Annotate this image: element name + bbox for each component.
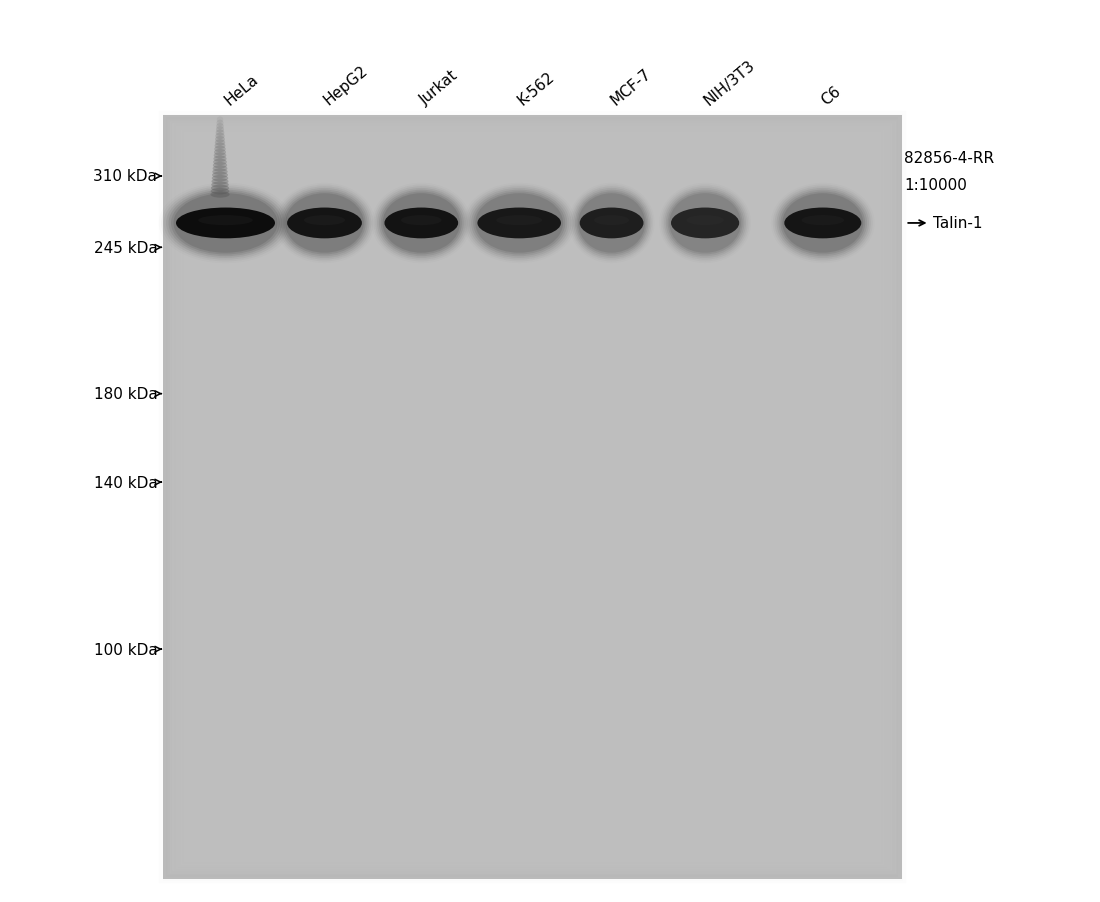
Text: 100 kDa: 100 kDa (94, 642, 157, 657)
Ellipse shape (210, 192, 230, 198)
Ellipse shape (385, 208, 459, 239)
Text: HeLa: HeLa (221, 72, 261, 108)
Ellipse shape (381, 192, 462, 255)
Ellipse shape (576, 192, 647, 255)
Ellipse shape (212, 170, 228, 176)
Ellipse shape (671, 208, 739, 239)
Ellipse shape (211, 179, 229, 186)
Text: 310 kDa: 310 kDa (94, 170, 157, 184)
Ellipse shape (496, 216, 542, 226)
Ellipse shape (686, 216, 724, 226)
Text: 1:10000: 1:10000 (904, 178, 967, 192)
Ellipse shape (402, 216, 441, 226)
Text: Jurkat: Jurkat (417, 69, 461, 108)
Ellipse shape (782, 194, 864, 253)
Text: 180 kDa: 180 kDa (94, 387, 157, 401)
Bar (169, 121, 895, 874)
Ellipse shape (176, 208, 275, 239)
Ellipse shape (579, 194, 645, 253)
Ellipse shape (780, 192, 866, 255)
Ellipse shape (284, 192, 365, 255)
Ellipse shape (168, 190, 283, 257)
Ellipse shape (580, 208, 644, 239)
Ellipse shape (469, 189, 570, 259)
Text: HepG2: HepG2 (320, 63, 370, 108)
Ellipse shape (377, 189, 465, 259)
Ellipse shape (802, 216, 844, 226)
Text: MCF-7: MCF-7 (607, 66, 653, 108)
Bar (163, 115, 902, 879)
Ellipse shape (216, 133, 224, 140)
Ellipse shape (216, 127, 224, 133)
Ellipse shape (473, 192, 565, 255)
Ellipse shape (212, 176, 228, 182)
Text: 82856-4-RR: 82856-4-RR (904, 151, 994, 165)
Text: K-562: K-562 (515, 69, 558, 108)
Ellipse shape (198, 216, 253, 226)
Ellipse shape (217, 121, 223, 127)
Text: NIH/3T3: NIH/3T3 (701, 58, 758, 108)
Text: 140 kDa: 140 kDa (94, 475, 157, 490)
Ellipse shape (214, 143, 225, 150)
Ellipse shape (216, 130, 224, 137)
Ellipse shape (217, 117, 223, 124)
Ellipse shape (212, 172, 228, 179)
Ellipse shape (213, 162, 227, 170)
Ellipse shape (211, 182, 229, 189)
Ellipse shape (471, 190, 568, 257)
Ellipse shape (213, 160, 227, 166)
Bar (163, 115, 902, 879)
Ellipse shape (211, 189, 229, 195)
Text: Talin-1: Talin-1 (933, 216, 982, 231)
Ellipse shape (378, 190, 464, 257)
Ellipse shape (477, 208, 561, 239)
Ellipse shape (575, 190, 648, 257)
Bar (176, 126, 889, 869)
Ellipse shape (777, 189, 869, 259)
Ellipse shape (214, 140, 225, 146)
Bar (186, 134, 879, 861)
Ellipse shape (213, 153, 227, 160)
Ellipse shape (174, 194, 277, 253)
Bar (166, 118, 899, 877)
Ellipse shape (172, 192, 279, 255)
Ellipse shape (212, 166, 228, 172)
Ellipse shape (666, 190, 745, 257)
Ellipse shape (594, 216, 629, 226)
Ellipse shape (304, 216, 345, 226)
Ellipse shape (668, 192, 742, 255)
Ellipse shape (287, 208, 362, 239)
Ellipse shape (213, 156, 227, 162)
Ellipse shape (214, 146, 225, 153)
Ellipse shape (784, 208, 861, 239)
Ellipse shape (669, 194, 741, 253)
Bar (173, 124, 892, 871)
Text: C6: C6 (818, 84, 844, 108)
Ellipse shape (475, 194, 563, 253)
Text: 245 kDa: 245 kDa (94, 241, 157, 255)
Ellipse shape (217, 124, 223, 130)
Ellipse shape (211, 186, 229, 192)
Ellipse shape (279, 189, 370, 259)
Text: WWW.PTGLAB3.COM: WWW.PTGLAB3.COM (65, 344, 94, 667)
Ellipse shape (285, 194, 364, 253)
Bar (179, 129, 886, 866)
Bar (183, 132, 882, 863)
Ellipse shape (214, 150, 225, 156)
Ellipse shape (166, 189, 285, 259)
Ellipse shape (383, 194, 460, 253)
Ellipse shape (779, 190, 867, 257)
Ellipse shape (282, 190, 367, 257)
Ellipse shape (216, 137, 224, 143)
